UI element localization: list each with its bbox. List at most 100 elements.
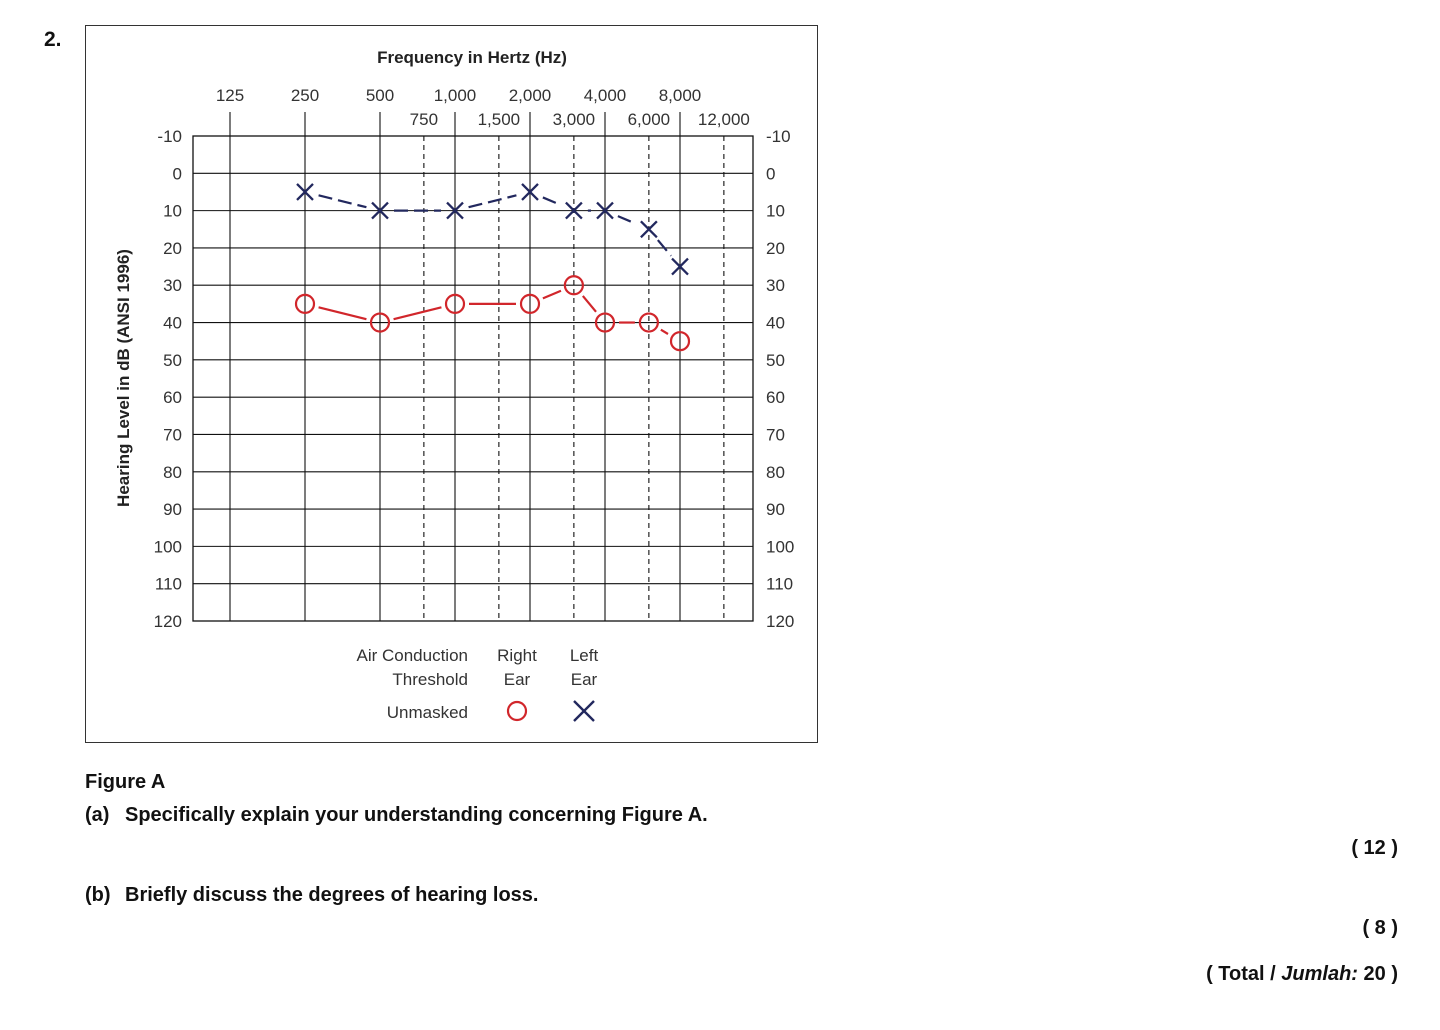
left-ear-point (671, 257, 689, 276)
y-tick-label-left: 40 (163, 314, 182, 333)
x-mark-stroke (596, 201, 614, 220)
x-mark-stroke (521, 183, 539, 201)
total-prefix: ( Total / (1206, 963, 1282, 985)
y-tick-label-right: 110 (766, 575, 793, 594)
legend-unmasked: Unmasked (387, 703, 468, 722)
question-number: 2. (44, 28, 62, 51)
x-tick-label-major: 4,000 (584, 86, 627, 105)
right-ear-connector (393, 306, 442, 321)
x-mark-stroke (671, 257, 689, 276)
right-ear-connector (542, 289, 562, 300)
x-tick-label-minor: 3,000 (553, 110, 596, 129)
question-b-marks: ( 8 ) (1362, 917, 1398, 939)
y-tick-label-left: 60 (163, 388, 182, 407)
x-mark-stroke (296, 183, 314, 201)
x-tick-label-minor: 750 (410, 110, 438, 129)
right-ear-point (594, 312, 616, 333)
y-tick-label-right: 50 (766, 351, 785, 370)
left-ear-connector (656, 239, 672, 257)
y-tick-label-right: 40 (766, 314, 785, 333)
x-mark-stroke (565, 201, 583, 220)
x-tick-label-major: 125 (216, 86, 244, 105)
y-tick-label-left: 50 (163, 351, 182, 370)
x-tick-label-major: 250 (291, 86, 319, 105)
total-suffix: 20 ) (1357, 963, 1398, 985)
y-tick-label-right: 20 (766, 239, 785, 258)
y-tick-label-left: 10 (163, 202, 182, 221)
right-ear-point (563, 275, 584, 296)
y-tick-label-left: 90 (163, 500, 182, 519)
y-axis-label: Hearing Level in dB (ANSI 1996) (114, 249, 133, 507)
left-ear-point (565, 201, 583, 220)
left-ear-connector (542, 196, 562, 207)
right-ear-point (519, 293, 541, 314)
y-tick-label-right: 30 (766, 276, 785, 295)
left-ear-point (296, 183, 314, 201)
question-a: (a) Specifically explain your understandi… (85, 804, 708, 827)
y-tick-label-left: 80 (163, 463, 182, 482)
legend-left: Left (570, 646, 599, 665)
x-tick-label-major: 1,000 (434, 86, 477, 105)
y-tick-label-left: 110 (155, 575, 182, 594)
question-b-text: Briefly discuss the degrees of hearing l… (125, 884, 539, 906)
right-ear-point (294, 293, 316, 314)
total-italic: Jumlah: (1281, 963, 1358, 985)
question-a-marks: ( 12 ) (1351, 837, 1398, 859)
total-marks: ( Total / Jumlah: 20 ) (1206, 963, 1398, 986)
y-tick-label-right: 120 (766, 612, 794, 631)
legend-right-ear-symbol (506, 700, 528, 722)
legend-left-ear-symbol (573, 700, 595, 722)
question-a-label: (a) (85, 804, 110, 826)
right-ear-point (444, 293, 466, 314)
x-tick-label-minor: 1,500 (478, 110, 521, 129)
x-tick-label-major: 2,000 (509, 86, 552, 105)
y-tick-label-right: 90 (766, 500, 785, 519)
y-tick-label-right: 60 (766, 388, 785, 407)
audiogram-chart: -10 -10 0 0 10 10 20 20 30 30 40 40 50 50 60 60 70 70 80 80… (114, 48, 794, 722)
legend-left-ear: Ear (571, 670, 598, 689)
y-tick-label-left: 20 (163, 239, 182, 258)
x-mark-stroke (640, 220, 658, 239)
left-ear-point (596, 201, 614, 220)
x-mark-stroke (573, 700, 595, 722)
left-ear-connector (468, 194, 517, 209)
x-tick-label-major: 500 (366, 86, 394, 105)
x-tick-label-minor: 6,000 (628, 110, 671, 129)
y-tick-label-right: 0 (766, 164, 775, 183)
right-ear-connector (318, 306, 367, 321)
y-tick-label-left: 70 (163, 425, 182, 444)
question-b-label: (b) (85, 884, 111, 906)
figure-frame (85, 25, 818, 743)
legend-air-conduction: Air Conduction (356, 646, 468, 665)
x-tick-label-minor: 12,000 (698, 110, 750, 129)
y-tick-label-right: -10 (766, 127, 791, 146)
left-ear-point (521, 183, 539, 201)
left-ear-point (446, 201, 464, 220)
left-ear-connector (617, 215, 637, 225)
right-ear-connector (660, 328, 669, 335)
right-ear-point (638, 312, 659, 333)
plot-border (192, 135, 754, 622)
chart-title: Frequency in Hertz (Hz) (377, 48, 567, 67)
left-ear-connector (318, 194, 367, 209)
left-ear-point (371, 201, 389, 220)
right-ear-point (669, 331, 691, 352)
question-b: (b) Briefly discuss the degrees of hearin… (85, 884, 538, 907)
x-mark-stroke (446, 201, 464, 220)
figure-caption: Figure A (85, 771, 166, 793)
legend-right-ear: Ear (504, 670, 531, 689)
y-tick-label-right: 70 (766, 425, 785, 444)
legend-threshold: Threshold (392, 670, 468, 689)
y-tick-label-right: 80 (766, 463, 785, 482)
y-tick-label-right: 100 (766, 537, 794, 556)
y-tick-label-left: -10 (157, 127, 182, 146)
x-tick-label-major: 8,000 (659, 86, 702, 105)
x-mark-stroke (371, 201, 389, 220)
y-tick-label-left: 0 (173, 164, 182, 183)
right-ear-connector (581, 295, 597, 313)
y-tick-label-left: 30 (163, 276, 182, 295)
left-ear-series (296, 183, 689, 276)
question-a-text: Specifically explain your understanding … (125, 804, 708, 826)
legend-right: Right (497, 646, 537, 665)
y-tick-label-left: 120 (154, 612, 182, 631)
